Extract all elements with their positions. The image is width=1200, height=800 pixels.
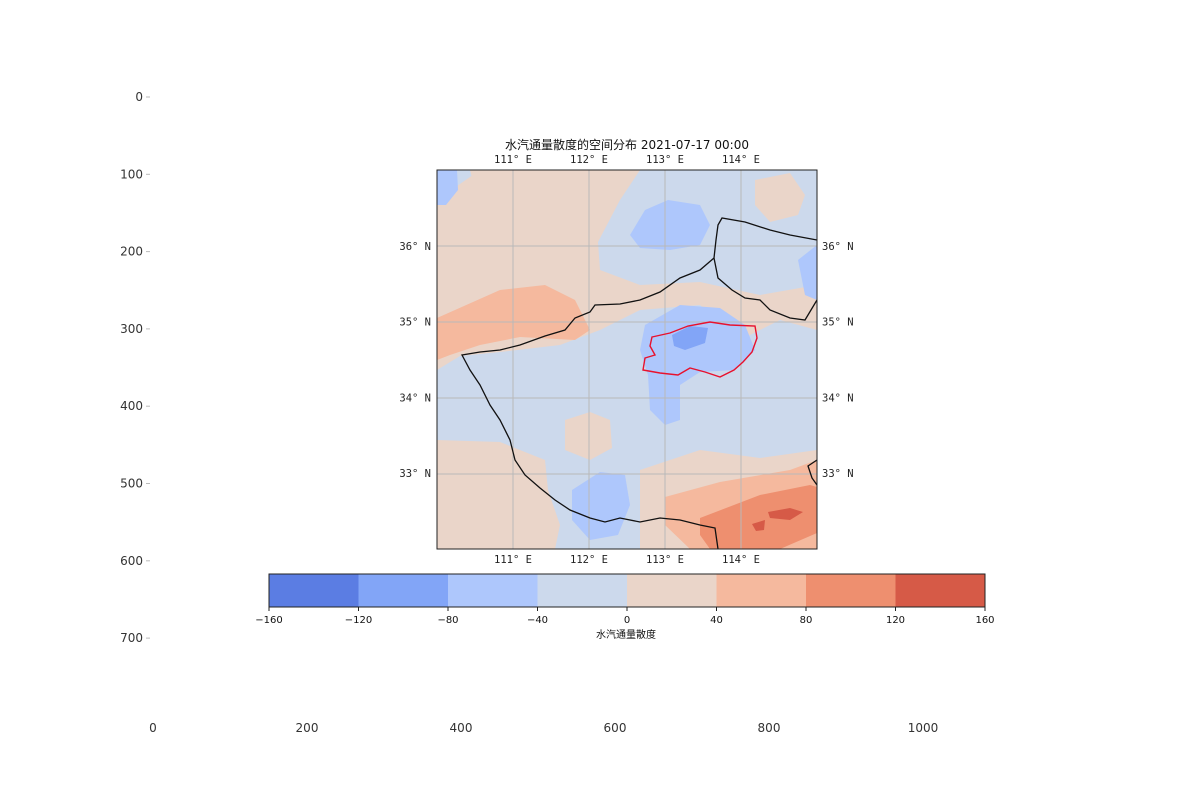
lat-tick-label-right: 36° N xyxy=(822,241,854,253)
lat-ticks-right: 36° N 35° N 34° N 33° N xyxy=(822,241,854,480)
lat-ticks-left: 36° N 35° N 34° N 33° N xyxy=(399,241,431,480)
lon-tick-label-top: 113° E xyxy=(646,154,684,166)
outer-x-tick-label: 600 xyxy=(604,721,627,735)
colorbar-bin xyxy=(358,574,449,607)
colorbar-bin xyxy=(537,574,628,607)
colorbar-bin xyxy=(448,574,538,607)
colorbar-tick-label: 160 xyxy=(975,615,994,626)
outer-y-axis: 0 100 200 300 400 500 600 700 xyxy=(120,90,150,645)
lat-tick-label-left: 33° N xyxy=(399,468,431,480)
colorbar-tick-label: 40 xyxy=(710,615,723,626)
outer-y-tick-label: 100 xyxy=(120,167,143,181)
lat-tick-label-right: 33° N xyxy=(822,468,854,480)
lon-tick-label-bottom: 113° E xyxy=(646,554,684,566)
map-frame xyxy=(436,169,818,550)
outer-x-tick-label: 400 xyxy=(450,721,473,735)
lon-tick-label-top: 111° E xyxy=(494,154,532,166)
outer-x-axis: 0 200 400 600 800 1000 xyxy=(149,721,938,735)
outer-x-tick-label: 800 xyxy=(758,721,781,735)
map-title: 水汽通量散度的空间分布 2021-07-17 00:00 xyxy=(505,137,749,152)
contour-level-neg80-neg40 xyxy=(437,170,817,540)
highlight-region xyxy=(642,321,758,378)
lon-tick-label-bottom: 112° E xyxy=(570,554,608,566)
colorbar-tick-label: −40 xyxy=(527,615,548,626)
colorbar-bin xyxy=(716,574,807,607)
colorbar-bin xyxy=(269,574,359,607)
colorbar-tick-label: −120 xyxy=(345,615,372,626)
lon-tick-label-bottom: 114° E xyxy=(722,554,760,566)
outer-y-tick-label: 300 xyxy=(120,322,143,336)
lat-tick-label-right: 34° N xyxy=(822,392,854,404)
map-panel xyxy=(437,170,817,549)
contour-level-120-160 xyxy=(752,508,803,531)
colorbar-label: 水汽通量散度 xyxy=(596,628,656,641)
colorbar-tick-label: −80 xyxy=(437,615,458,626)
outer-y-tick-label: 0 xyxy=(135,90,143,104)
outer-y-tick-label: 200 xyxy=(120,245,143,259)
lat-tick-label-right: 35° N xyxy=(822,317,854,329)
outer-y-tick-label: 600 xyxy=(120,554,143,568)
lon-ticks-bottom: 111° E 112° E 113° E 114° E xyxy=(494,554,760,566)
colorbar: −160 −120 −80 −40 0 40 80 120 160 xyxy=(255,573,995,626)
lat-tick-label-left: 34° N xyxy=(399,392,431,404)
outer-y-tick-label: 400 xyxy=(120,399,143,413)
lon-tick-label-bottom: 111° E xyxy=(494,554,532,566)
contour-level-neg120-neg80 xyxy=(672,326,708,350)
lon-tick-label-top: 112° E xyxy=(570,154,608,166)
outer-y-tick-label: 700 xyxy=(120,631,143,645)
colorbar-tick-label: 80 xyxy=(800,615,813,626)
colorbar-bin xyxy=(895,574,986,607)
province-border xyxy=(461,217,817,549)
lon-ticks-top: 111° E 112° E 113° E 114° E xyxy=(494,154,760,166)
outer-x-tick-label: 0 xyxy=(149,721,157,735)
lat-tick-label-left: 35° N xyxy=(399,317,431,329)
contour-level-80-120 xyxy=(700,485,817,549)
map-gridlines xyxy=(437,170,817,549)
outer-x-tick-label: 200 xyxy=(296,721,319,735)
colorbar-bin xyxy=(627,574,717,607)
lat-tick-label-left: 36° N xyxy=(399,241,431,253)
colorbar-tick-label: 0 xyxy=(624,615,630,626)
outer-x-tick-label: 1000 xyxy=(908,721,939,735)
colorbar-tick-label: −160 xyxy=(255,615,282,626)
lon-tick-label-top: 114° E xyxy=(722,154,760,166)
colorbar-bin xyxy=(806,574,896,607)
outer-y-tick-label: 500 xyxy=(120,477,143,491)
colorbar-tick-label: 120 xyxy=(886,615,905,626)
